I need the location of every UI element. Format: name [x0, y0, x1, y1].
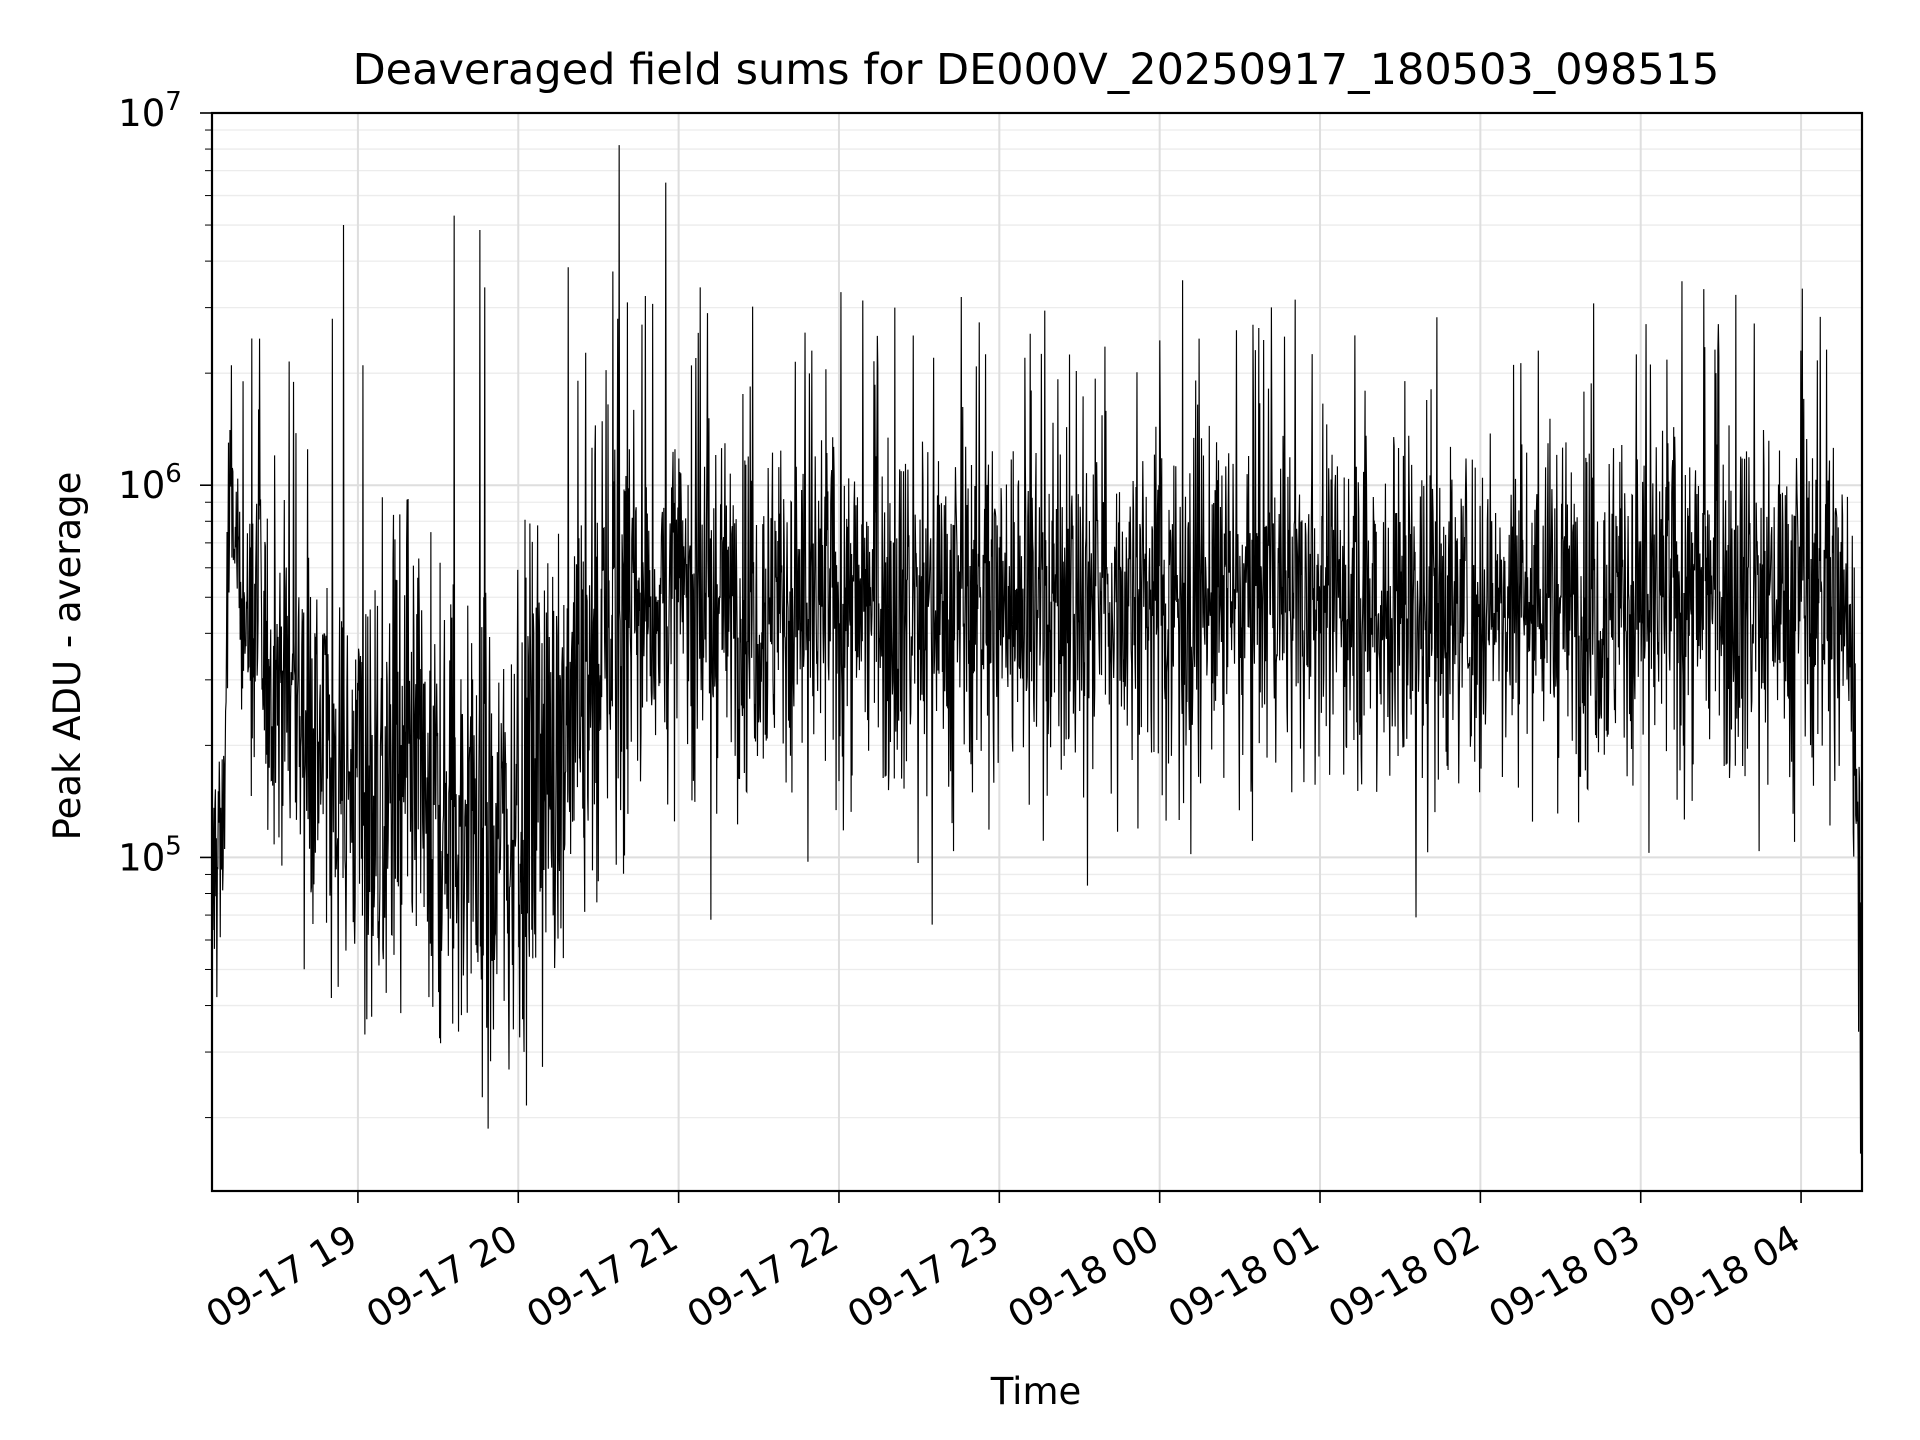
y-tick-label: 106 [118, 459, 182, 507]
plot-series-group [212, 145, 1862, 1154]
y-axis-ticks: 105 106 107 [118, 87, 212, 1119]
y-axis-label: Peak ADU - average [46, 472, 89, 841]
y-tick-label: 107 [118, 87, 182, 135]
y-tick-label: 105 [118, 831, 182, 879]
axes-frame [210, 111, 1864, 1193]
series-line [212, 145, 1862, 1154]
x-axis-label: Time [990, 1370, 1082, 1413]
chart-title: Deaveraged field sums for DE000V_2025091… [353, 45, 1720, 95]
